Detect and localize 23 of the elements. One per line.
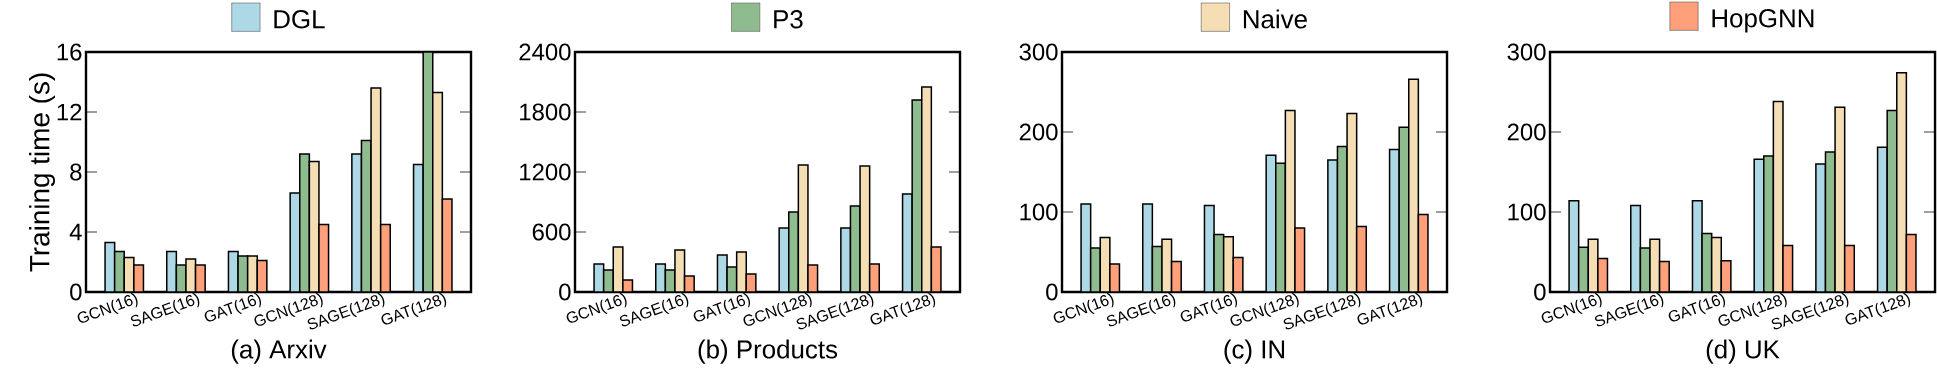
text: (b) Products <box>698 339 838 364</box>
text: (a) Arxiv <box>231 339 327 364</box>
y-tick-label: 600 <box>532 223 571 241</box>
y-tick-label: 300 <box>1019 43 1058 61</box>
legend-label: P3 <box>774 10 803 29</box>
legend-label: DGL <box>274 10 325 29</box>
text: (d) UK <box>1706 339 1780 364</box>
y-tick-label: 12 <box>57 103 82 121</box>
y-axis-title: Training time (s) <box>29 73 56 272</box>
y-tick-label: 4 <box>69 223 82 241</box>
text: (c) IN <box>1224 339 1285 364</box>
y-tick-label: 1200 <box>520 163 571 181</box>
y-tick-label: 16 <box>57 43 82 61</box>
legend-label: Naive <box>1243 9 1307 29</box>
y-tick-label: 2400 <box>519 43 571 61</box>
y-tick-label: 300 <box>1507 43 1546 61</box>
y-tick-label: 8 <box>70 163 82 181</box>
y-tick-label: 200 <box>1507 123 1546 141</box>
y-tick-label: 100 <box>1020 203 1058 221</box>
y-tick-label: 200 <box>1019 123 1058 141</box>
y-tick-label: 100 <box>1508 203 1546 221</box>
y-tick-label: 1800 <box>520 103 571 121</box>
legend-label: HopGNN <box>1712 9 1814 33</box>
